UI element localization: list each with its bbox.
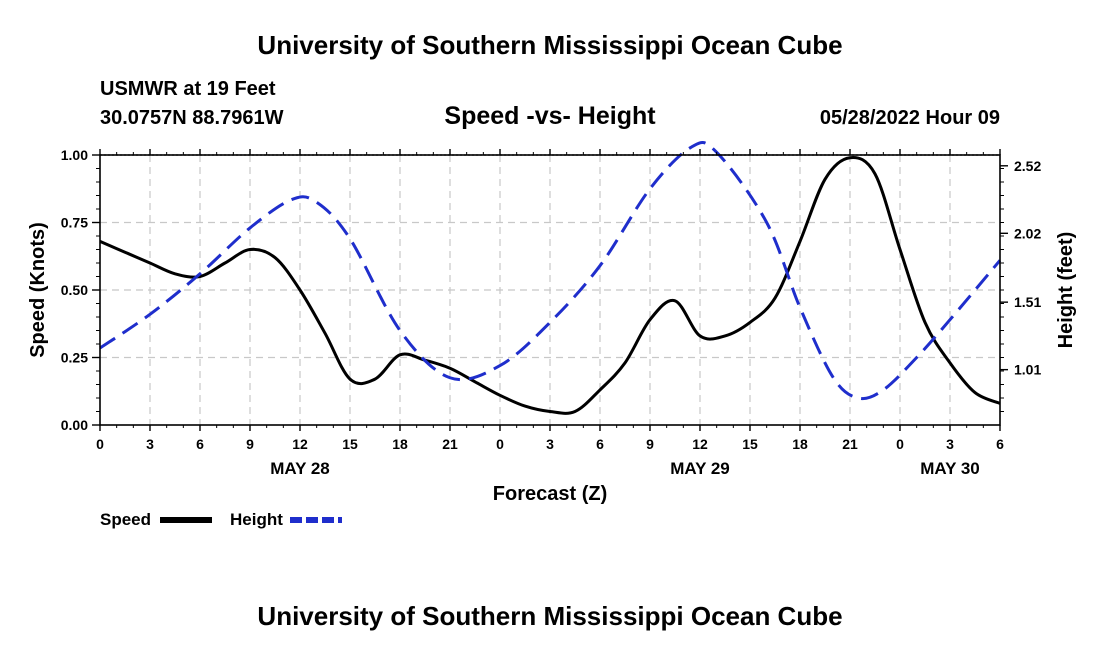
x-tick-label: 18 — [392, 436, 408, 452]
page-title: University of Southern Mississippi Ocean… — [257, 30, 842, 60]
y-tick-label: 0.75 — [61, 215, 88, 231]
x-tick-label: 9 — [246, 436, 254, 452]
y-tick-label: 0.00 — [61, 417, 88, 433]
footer-title: University of Southern Mississippi Ocean… — [257, 601, 842, 631]
x-tick-label: 6 — [996, 436, 1004, 452]
x-tick-label: 15 — [742, 436, 758, 452]
x-date-label: MAY 29 — [670, 459, 730, 478]
x-tick-label: 15 — [342, 436, 358, 452]
y2-tick-label: 2.02 — [1014, 225, 1041, 241]
x-tick-label: 12 — [292, 436, 308, 452]
plot-area: 0 3 6 9 12 15 18 21 0 3 6 9 12 15 18 21 0 3 6 MAY 28 MAY 29 M… — [61, 141, 1042, 478]
y-tick-label: 0.25 — [61, 350, 88, 366]
x-tick-label: 0 — [496, 436, 504, 452]
legend-speed-label: Speed — [100, 510, 151, 529]
x-date-label: MAY 30 — [920, 459, 980, 478]
x-date-label: MAY 28 — [270, 459, 330, 478]
x-tick-label: 6 — [196, 436, 204, 452]
grid-lines — [100, 154, 1000, 425]
height-series-line — [99, 141, 1002, 401]
x-tick-label: 3 — [546, 436, 554, 452]
x-tick-label: 12 — [692, 436, 708, 452]
y2-axis-title: Height (feet) — [1055, 232, 1077, 349]
station-coords: 30.0757N 88.7961W — [100, 107, 284, 129]
series-layer — [99, 141, 1002, 415]
chart-title: Speed -vs- Height — [444, 102, 656, 130]
x-tick-label: 0 — [896, 436, 904, 452]
speed-series-line — [99, 156, 1001, 415]
x-tick-label: 3 — [146, 436, 154, 452]
x-tick-label: 6 — [596, 436, 604, 452]
legend-height-label: Height — [230, 510, 283, 529]
axis-ticks: 0 3 6 9 12 15 18 21 0 3 6 9 12 15 18 21 0 3 6 MAY 28 MAY 29 M… — [61, 147, 1042, 478]
x-tick-label: 0 — [96, 436, 104, 452]
x-tick-label: 18 — [792, 436, 808, 452]
x-tick-label: 9 — [646, 436, 654, 452]
y2-tick-label: 1.51 — [1014, 294, 1041, 310]
x-tick-label: 3 — [946, 436, 954, 452]
x-tick-label: 21 — [442, 436, 458, 452]
x-tick-label: 21 — [842, 436, 858, 452]
y-tick-label: 1.00 — [61, 147, 88, 163]
y2-tick-label: 2.52 — [1014, 158, 1041, 174]
station-label: USMWR at 19 Feet — [100, 78, 276, 100]
y-axis-title: Speed (Knots) — [27, 222, 49, 358]
x-axis-title: Forecast (Z) — [493, 483, 607, 505]
y-tick-label: 0.50 — [61, 282, 88, 298]
chart-legend: Speed Height — [100, 510, 342, 529]
y2-tick-label: 1.01 — [1014, 362, 1041, 378]
forecast-datetime: 05/28/2022 Hour 09 — [820, 107, 1000, 129]
